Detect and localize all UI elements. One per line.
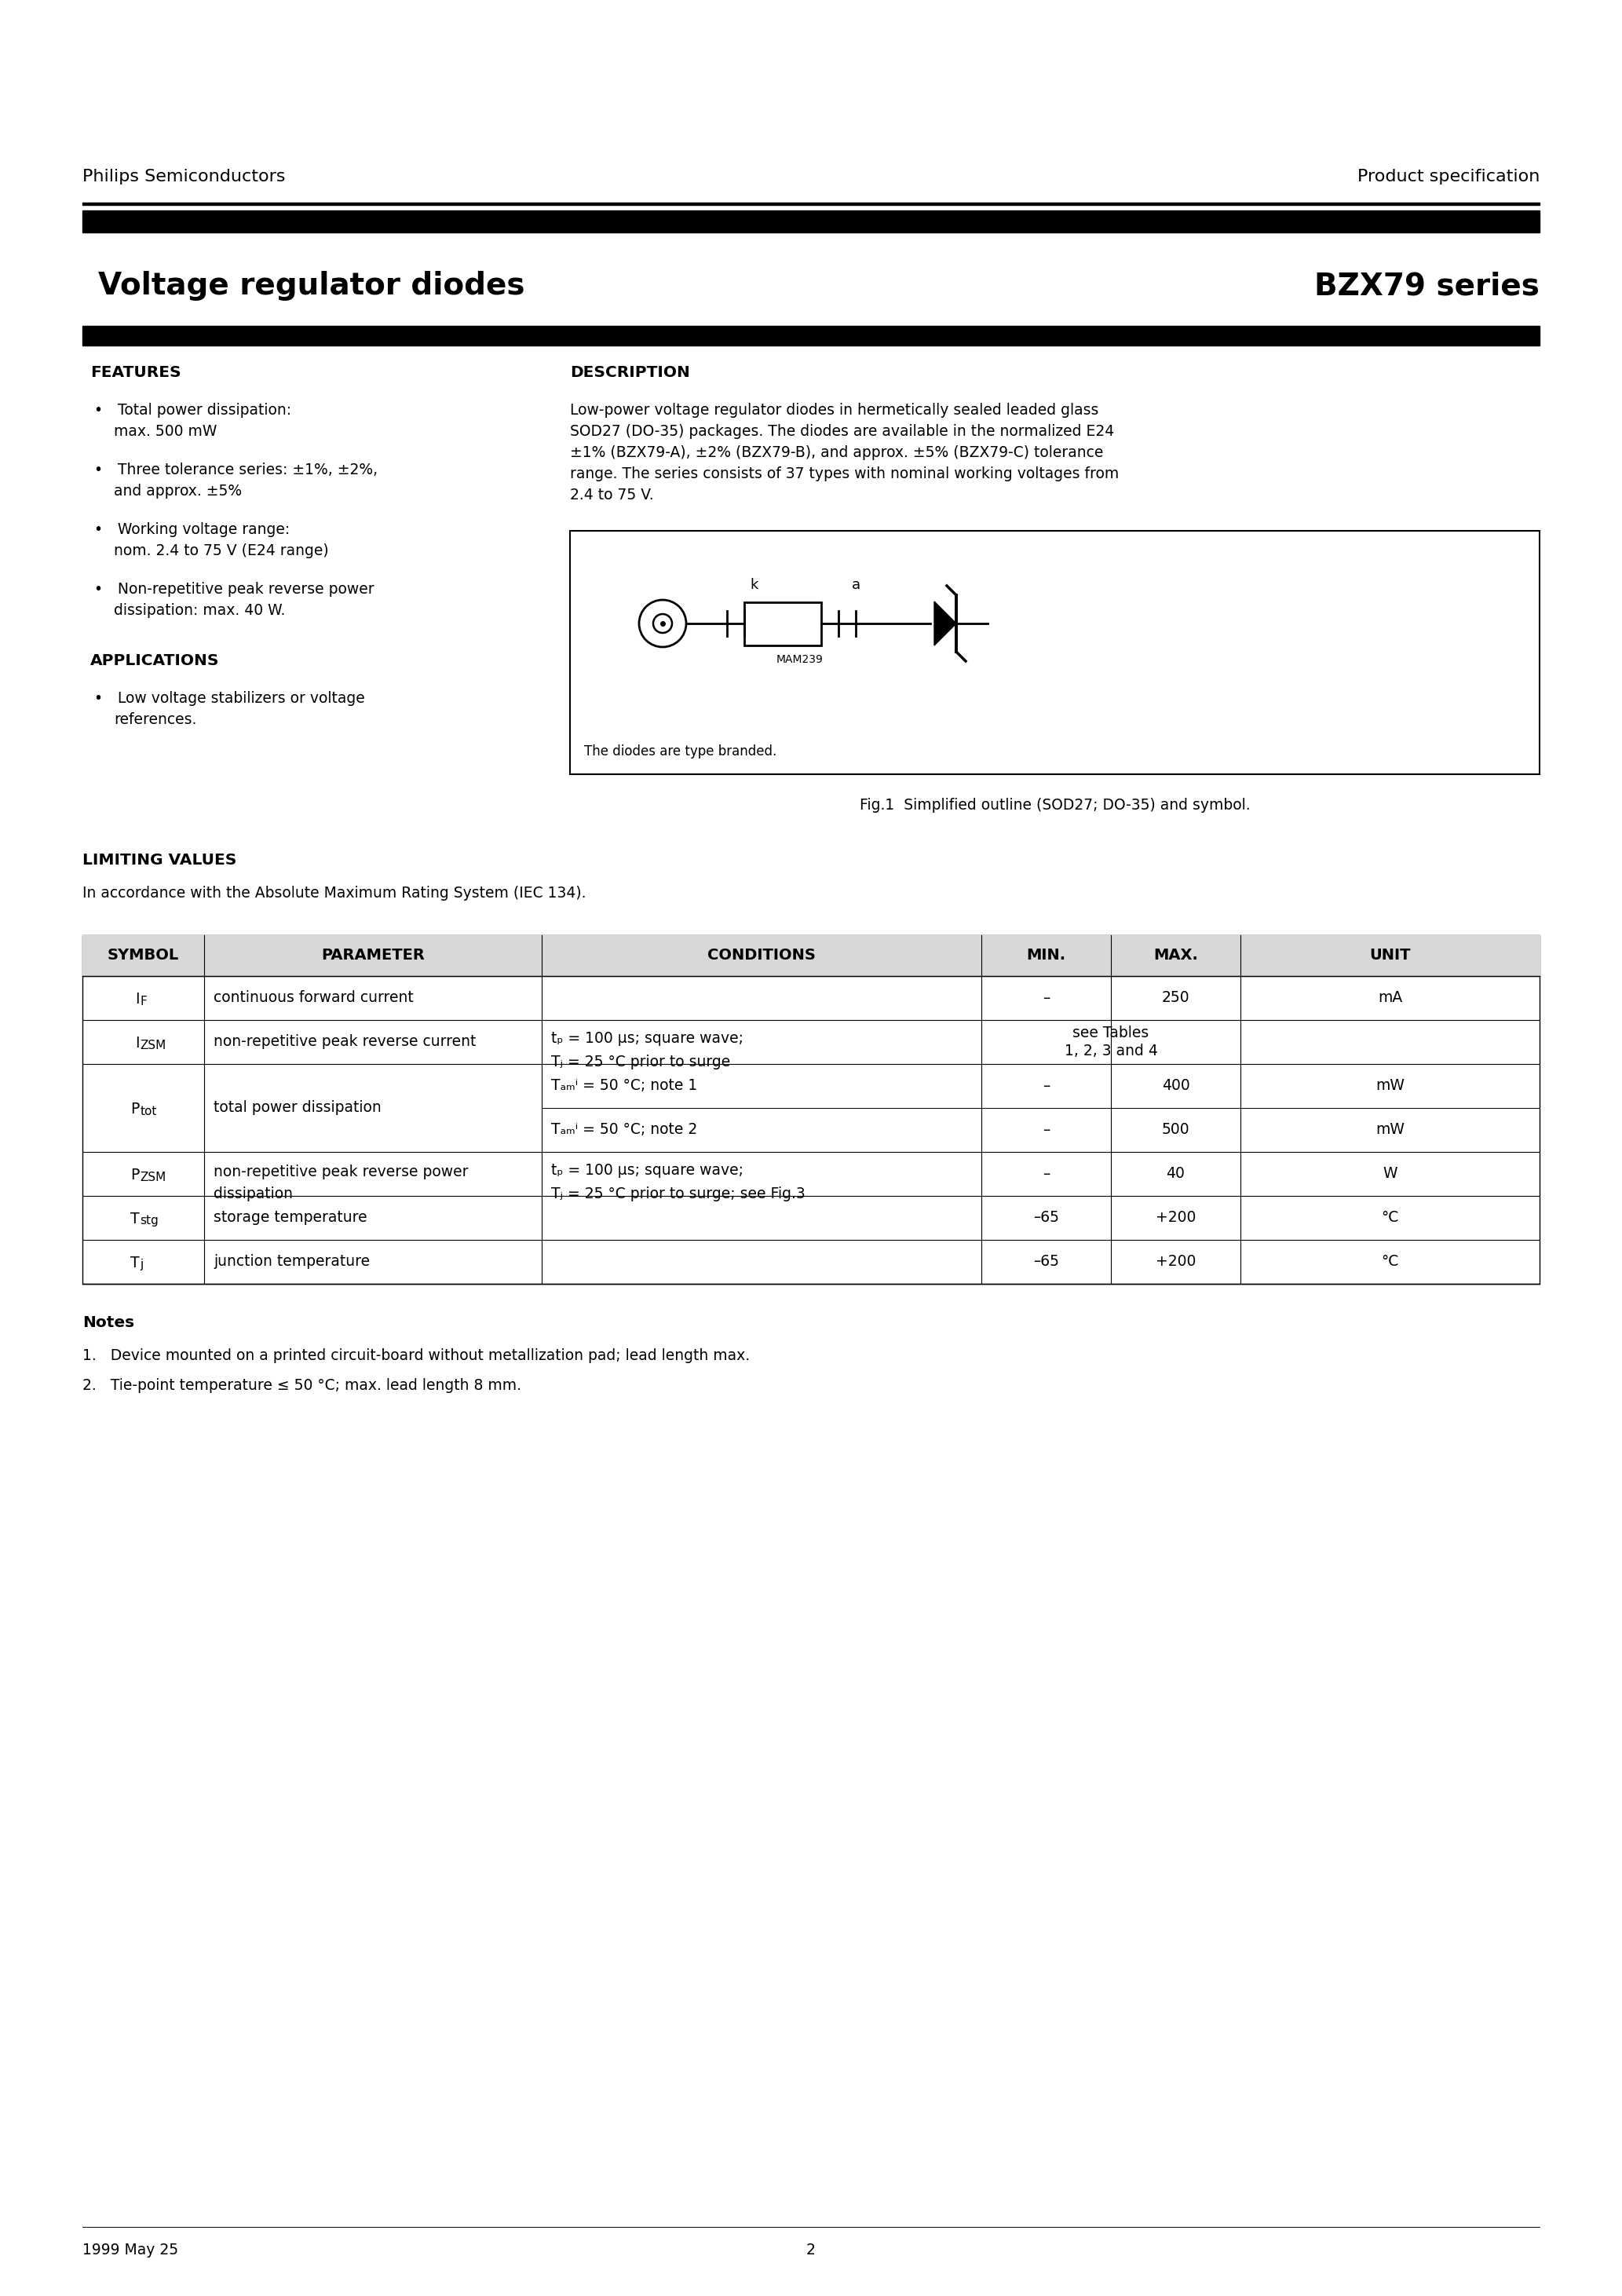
Text: DESCRIPTION: DESCRIPTION: [569, 365, 689, 381]
Polygon shape: [934, 602, 957, 645]
Text: range. The series consists of 37 types with nominal working voltages from: range. The series consists of 37 types w…: [569, 466, 1119, 482]
Text: k: k: [751, 579, 759, 592]
Text: –65: –65: [1033, 1254, 1059, 1270]
Text: The diodes are type branded.: The diodes are type branded.: [584, 744, 777, 758]
Text: –: –: [1043, 1123, 1049, 1137]
Text: Product specification: Product specification: [1358, 170, 1539, 184]
Text: Notes: Notes: [83, 1316, 135, 1329]
Text: T: T: [130, 1212, 139, 1226]
Text: ±1% (BZX79-A), ±2% (BZX79-B), and approx. ±5% (BZX79-C) tolerance: ±1% (BZX79-A), ±2% (BZX79-B), and approx…: [569, 445, 1103, 459]
Text: mW: mW: [1375, 1123, 1405, 1137]
Text: APPLICATIONS: APPLICATIONS: [91, 654, 219, 668]
Text: 1999 May 25: 1999 May 25: [83, 2243, 178, 2257]
Text: non-repetitive peak reverse power: non-repetitive peak reverse power: [214, 1164, 469, 1180]
Text: 250: 250: [1161, 990, 1189, 1006]
Text: see Tables: see Tables: [1072, 1026, 1148, 1040]
Text: Tⱼ = 25 °C prior to surge; see Fig.3: Tⱼ = 25 °C prior to surge; see Fig.3: [551, 1187, 805, 1201]
Text: –65: –65: [1033, 1210, 1059, 1226]
Text: °C: °C: [1382, 1210, 1398, 1226]
Text: 2.4 to 75 V.: 2.4 to 75 V.: [569, 487, 654, 503]
Text: –: –: [1043, 990, 1049, 1006]
Text: stg: stg: [139, 1215, 159, 1226]
Text: a: a: [852, 579, 860, 592]
Text: • Non-repetitive peak reverse power: • Non-repetitive peak reverse power: [94, 581, 375, 597]
Text: dissipation: dissipation: [214, 1187, 294, 1201]
Text: tₚ = 100 μs; square wave;: tₚ = 100 μs; square wave;: [551, 1031, 743, 1047]
Text: junction temperature: junction temperature: [214, 1254, 370, 1270]
Text: 400: 400: [1161, 1079, 1189, 1093]
Text: 500: 500: [1161, 1123, 1189, 1137]
Text: P: P: [130, 1102, 139, 1116]
Text: Voltage regulator diodes: Voltage regulator diodes: [99, 271, 526, 301]
Text: tot: tot: [139, 1104, 157, 1116]
Text: storage temperature: storage temperature: [214, 1210, 367, 1226]
Text: • Three tolerance series: ±1%, ±2%,: • Three tolerance series: ±1%, ±2%,: [94, 461, 378, 478]
Text: 1.   Device mounted on a printed circuit-board without metallization pad; lead l: 1. Device mounted on a printed circuit-b…: [83, 1348, 749, 1364]
Text: T: T: [130, 1256, 139, 1270]
Text: BZX79 series: BZX79 series: [1314, 271, 1539, 301]
Text: PARAMETER: PARAMETER: [321, 948, 425, 962]
Text: 2.   Tie-point temperature ≤ 50 °C; max. lead length 8 mm.: 2. Tie-point temperature ≤ 50 °C; max. l…: [83, 1378, 521, 1394]
Text: total power dissipation: total power dissipation: [214, 1100, 381, 1116]
Text: continuous forward current: continuous forward current: [214, 990, 414, 1006]
Text: • Working voltage range:: • Working voltage range:: [94, 521, 290, 537]
Text: MIN.: MIN.: [1027, 948, 1066, 962]
Bar: [83, 326, 1539, 344]
Text: +200: +200: [1155, 1210, 1195, 1226]
Text: I: I: [135, 992, 139, 1006]
Text: dissipation: max. 40 W.: dissipation: max. 40 W.: [114, 604, 285, 618]
Text: MAX.: MAX.: [1153, 948, 1199, 962]
Text: Low-power voltage regulator diodes in hermetically sealed leaded glass: Low-power voltage regulator diodes in he…: [569, 402, 1098, 418]
Bar: [83, 211, 1539, 232]
Text: LIMITING VALUES: LIMITING VALUES: [83, 852, 237, 868]
Text: W: W: [1382, 1166, 1397, 1182]
Text: and approx. ±5%: and approx. ±5%: [114, 484, 242, 498]
Text: nom. 2.4 to 75 V (E24 range): nom. 2.4 to 75 V (E24 range): [114, 544, 329, 558]
Text: non-repetitive peak reverse current: non-repetitive peak reverse current: [214, 1035, 477, 1049]
Text: • Low voltage stabilizers or voltage: • Low voltage stabilizers or voltage: [94, 691, 365, 705]
Text: SOD27 (DO-35) packages. The diodes are available in the normalized E24: SOD27 (DO-35) packages. The diodes are a…: [569, 425, 1114, 439]
Text: ZSM: ZSM: [139, 1171, 165, 1182]
Text: Fig.1  Simplified outline (SOD27; DO-35) and symbol.: Fig.1 Simplified outline (SOD27; DO-35) …: [860, 797, 1251, 813]
Text: In accordance with the Absolute Maximum Rating System (IEC 134).: In accordance with the Absolute Maximum …: [83, 886, 586, 900]
Text: mA: mA: [1377, 990, 1403, 1006]
Text: F: F: [139, 994, 148, 1008]
Text: °C: °C: [1382, 1254, 1398, 1270]
Text: CONDITIONS: CONDITIONS: [707, 948, 816, 962]
Text: –: –: [1043, 1079, 1049, 1093]
Text: Tₐₘⁱ = 50 °C; note 2: Tₐₘⁱ = 50 °C; note 2: [551, 1123, 697, 1137]
Text: P: P: [130, 1166, 139, 1182]
Text: 2: 2: [806, 2243, 816, 2257]
Text: Tⱼ = 25 °C prior to surge: Tⱼ = 25 °C prior to surge: [551, 1054, 730, 1070]
Bar: [569, 530, 1539, 774]
Text: I: I: [135, 1035, 139, 1049]
Text: FEATURES: FEATURES: [91, 365, 182, 381]
Text: SYMBOL: SYMBOL: [107, 948, 178, 962]
Bar: [83, 934, 1539, 1283]
Text: MAM239: MAM239: [777, 654, 824, 666]
Text: mW: mW: [1375, 1079, 1405, 1093]
Bar: [744, 602, 821, 645]
Text: UNIT: UNIT: [1369, 948, 1411, 962]
Text: ZSM: ZSM: [139, 1040, 165, 1052]
Text: +200: +200: [1155, 1254, 1195, 1270]
Text: tₚ = 100 μs; square wave;: tₚ = 100 μs; square wave;: [551, 1162, 743, 1178]
Text: j: j: [139, 1258, 143, 1272]
Bar: [83, 202, 1539, 204]
Text: 1, 2, 3 and 4: 1, 2, 3 and 4: [1064, 1042, 1158, 1058]
Text: references.: references.: [114, 712, 196, 728]
Text: 40: 40: [1166, 1166, 1186, 1182]
Text: • Total power dissipation:: • Total power dissipation:: [94, 402, 292, 418]
Bar: [83, 934, 1539, 976]
Text: max. 500 mW: max. 500 mW: [114, 425, 217, 439]
Text: Tₐₘⁱ = 50 °C; note 1: Tₐₘⁱ = 50 °C; note 1: [551, 1079, 697, 1093]
Text: Philips Semiconductors: Philips Semiconductors: [83, 170, 285, 184]
Text: –: –: [1043, 1166, 1049, 1182]
